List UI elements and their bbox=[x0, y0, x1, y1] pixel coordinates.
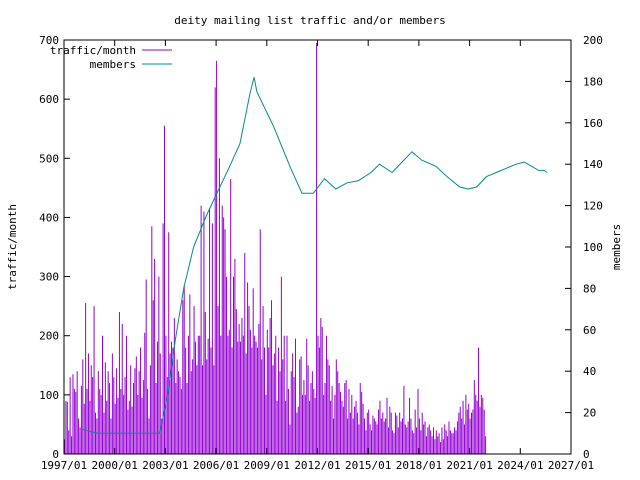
y-tick-label: 300 bbox=[39, 271, 59, 284]
x-tick-label: 1997/01 bbox=[41, 459, 87, 472]
y2-axis-label: members bbox=[610, 224, 623, 270]
x-tick-label: 2018/01 bbox=[396, 459, 442, 472]
y-tick-label: 700 bbox=[39, 34, 59, 47]
y2-tick-label: 140 bbox=[583, 158, 603, 171]
y2-tick-label: 160 bbox=[583, 117, 603, 130]
x-tick-label: 2021/01 bbox=[446, 459, 492, 472]
y-tick-label: 500 bbox=[39, 152, 59, 165]
x-tick-label: 2003/01 bbox=[142, 459, 188, 472]
y2-tick-label: 120 bbox=[583, 200, 603, 213]
x-axis: 1997/01 2000/01 2003/01 2006/01 2009/01 2012/… bbox=[41, 40, 594, 472]
y2-tick-label: 60 bbox=[583, 324, 596, 337]
x-tick-label: 2006/01 bbox=[193, 459, 239, 472]
x-tick-label: 2009/01 bbox=[244, 459, 290, 472]
y2-tick-label: 20 bbox=[583, 407, 596, 420]
chart-title: deity mailing list traffic and/or member… bbox=[174, 14, 446, 27]
y2-tick-label: 200 bbox=[583, 34, 603, 47]
y-tick-label: 200 bbox=[39, 330, 59, 343]
x-tick-label: 2024/01 bbox=[497, 459, 543, 472]
y2-axis: 0 20 40 60 80 100 120 140 160 180 200 bbox=[565, 34, 603, 461]
traffic-bars bbox=[64, 42, 487, 454]
x-tick-label: 2027/01 bbox=[548, 459, 594, 472]
y-tick-label: 400 bbox=[39, 211, 59, 224]
legend: traffic/month members bbox=[50, 44, 172, 71]
y2-tick-label: 80 bbox=[583, 282, 596, 295]
y2-tick-label: 180 bbox=[583, 75, 603, 88]
y2-tick-label: 0 bbox=[583, 448, 590, 461]
y2-tick-label: 100 bbox=[583, 241, 603, 254]
y-tick-label: 0 bbox=[52, 448, 59, 461]
y-axis: 0 100 200 300 400 500 600 700 bbox=[39, 34, 70, 461]
y2-tick-label: 40 bbox=[583, 365, 596, 378]
legend-label-members: members bbox=[90, 58, 136, 71]
x-tick-label: 2000/01 bbox=[92, 459, 138, 472]
legend-label-traffic: traffic/month bbox=[50, 44, 136, 57]
members-line bbox=[80, 77, 548, 434]
y-tick-label: 100 bbox=[39, 389, 59, 402]
x-tick-label: 2012/01 bbox=[294, 459, 340, 472]
y-axis-label: traffic/month bbox=[6, 204, 19, 290]
y-tick-label: 600 bbox=[39, 93, 59, 106]
x-tick-label: 2015/01 bbox=[345, 459, 391, 472]
